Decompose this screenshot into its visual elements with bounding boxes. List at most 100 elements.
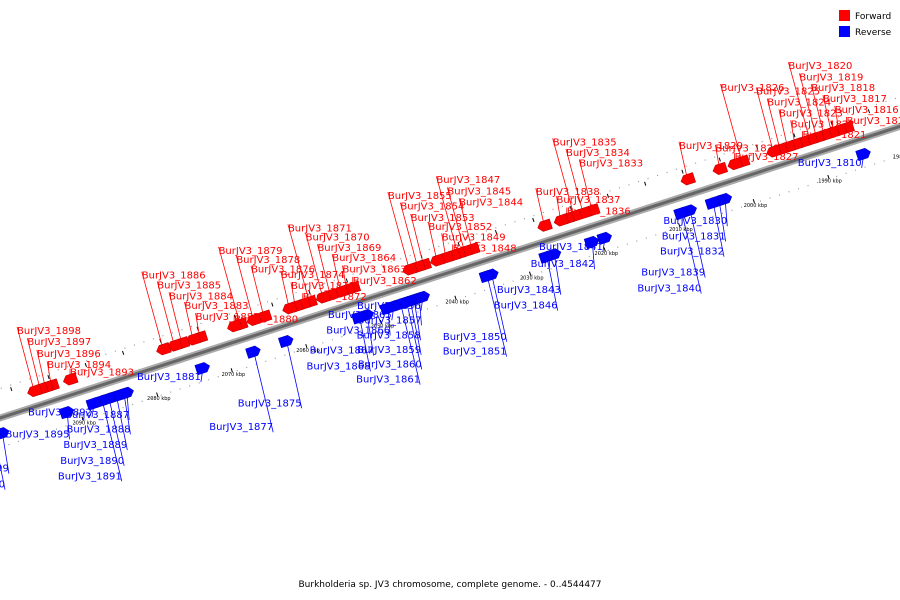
forward-gene-label: BurJV3_1882	[196, 312, 260, 323]
forward-gene-label: BurJV3_1833	[579, 158, 643, 169]
reverse-gene-label: BurJV3_1843	[497, 285, 561, 296]
forward-gene-label: BurJV3_1847	[436, 175, 500, 186]
forward-gene-label: BurJV3_1896	[37, 349, 101, 360]
forward-gene-arrow	[538, 219, 553, 232]
legend-forward-swatch	[839, 10, 850, 21]
forward-gene-label: BurJV3_1819	[799, 72, 863, 83]
forward-gene-label: BurJV3_1886	[142, 271, 206, 282]
reverse-gene-label: BurJV3_1867	[310, 346, 374, 357]
forward-gene-label: BurJV3_1884	[169, 291, 233, 302]
forward-gene-label: BurJV3_1838	[536, 187, 600, 198]
forward-gene-label: BurJV3_1822	[791, 119, 855, 130]
forward-gene-label: BurJV3_1835	[553, 138, 617, 149]
reverse-gene-label: BurJV3_1895	[6, 429, 70, 440]
reverse-gene-label: BurJV3_1890	[60, 456, 124, 467]
reverse-gene-label: BurJV3_1877	[209, 422, 273, 433]
forward-gene-label: BurJV3_1817	[823, 94, 887, 105]
forward-gene-label: BurJV3_1845	[447, 186, 511, 197]
forward-gene-label: BurJV3_1820	[788, 61, 852, 72]
forward-gene-label: BurJV3_1849	[442, 232, 506, 243]
tick-mark-lower	[719, 158, 720, 162]
legend-reverse-label: Reverse	[855, 28, 892, 38]
reverse-gene-label: BurJV3_1842	[531, 259, 595, 270]
reverse-gene-label: BurJV3_1868	[307, 361, 371, 372]
forward-gene-label: BurJV3_1897	[27, 337, 91, 348]
legend-forward-label: Forward	[855, 12, 891, 22]
forward-gene-label: BurJV3_1862	[353, 276, 417, 287]
reverse-gene-label: BurJV3_1850	[443, 332, 507, 343]
reverse-leader-line	[254, 352, 273, 433]
reverse-gene-label: BurJV3_1840	[637, 284, 701, 295]
forward-gene-label: BurJV3_1836	[567, 207, 631, 218]
forward-gene-label: BurJV3_1883	[185, 301, 249, 312]
forward-gene-label: BurJV3_1848	[453, 244, 517, 255]
reverse-gene-label: BurJV3_1830	[663, 216, 727, 227]
reverse-gene-label: BurJV3_1899	[0, 464, 9, 475]
reverse-gene-label: BurJV3_1881	[137, 372, 201, 383]
forward-gene-label: BurJV3_1824	[767, 97, 831, 108]
forward-gene-arrow	[681, 173, 696, 186]
reverse-gene-label: BurJV3_1889	[63, 440, 127, 451]
forward-gene-label: BurJV3_1855	[388, 191, 452, 202]
reverse-gene-label: BurJV3_1839	[641, 268, 705, 279]
reverse-gene-label: BurJV3_1891	[58, 471, 122, 482]
forward-gene-label: BurJV3_1873	[291, 281, 355, 292]
reverse-gene-label: BurJV3_1861	[356, 375, 420, 386]
reverse-gene-arrow	[479, 270, 494, 283]
reverse-gene-label: BurJV3_1846	[494, 301, 558, 312]
scale-label: 2070 kbp	[222, 372, 246, 378]
forward-gene-label: BurJV3_1818	[811, 83, 875, 94]
forward-gene-label: BurJV3_1869	[317, 243, 381, 254]
forward-gene-label: BurJV3_1844	[459, 197, 523, 208]
tick-mark-lower	[11, 387, 12, 391]
reverse-gene-label: BurJV3_1865	[328, 310, 392, 321]
reverse-gene-label: BurJV3_1851	[443, 347, 507, 358]
tick-mark-lower	[123, 351, 124, 355]
legend: Forward Reverse	[839, 10, 892, 38]
forward-gene-arrow	[283, 302, 298, 315]
forward-gene-label: BurJV3_1864	[332, 253, 396, 264]
tick-mark-lower	[272, 303, 273, 307]
forward-gene-label: BurJV3_1885	[157, 280, 221, 291]
tick-mark-lower	[682, 170, 683, 174]
reverse-gene-label: BurJV3_1888	[67, 424, 131, 435]
scale-label: 1980 kbp	[893, 154, 900, 160]
tick-mark-lower	[533, 218, 534, 222]
reverse-gene-label: BurJV3_1810	[798, 158, 862, 169]
legend-reverse-swatch	[839, 26, 850, 37]
reverse-gene-arrow	[705, 197, 720, 210]
gene-labels: BurJV3_1815BurJV3_1816BurJV3_1817BurJV3_…	[0, 61, 900, 491]
forward-gene-label: BurJV3_1823	[779, 108, 843, 119]
reverse-gene-label: BurJV3_1841	[539, 242, 603, 253]
forward-gene-label: BurJV3_1821	[803, 130, 867, 141]
forward-gene-label: BurJV3_1876	[251, 265, 315, 276]
forward-gene-label: BurJV3_1853	[411, 213, 475, 224]
forward-gene-label: BurJV3_1879	[219, 246, 283, 257]
reverse-gene-label: BurJV3_1892	[28, 407, 92, 418]
forward-gene-arrow	[713, 162, 728, 175]
reverse-gene-label: BurJV3_1831	[662, 231, 726, 242]
forward-gene-arrow	[28, 384, 43, 397]
tick-mark-lower	[48, 375, 49, 379]
reverse-gene-label: BurJV3_1875	[238, 398, 302, 409]
scale-label: 1990 kbp	[818, 179, 842, 185]
gene-arrows	[0, 121, 871, 443]
tick-mark-lower	[645, 182, 646, 186]
forward-gene-label: BurJV3_1816	[835, 105, 899, 116]
genome-caption: Burkholderia sp. JV3 chromosome, complet…	[298, 580, 601, 590]
forward-gene-label: BurJV3_1854	[400, 202, 464, 213]
reverse-gene-label: BurJV3_1900	[0, 480, 5, 491]
reverse-gene-arrow	[246, 346, 261, 359]
scale-label: 2080 kbp	[147, 396, 171, 402]
scale-label: 2030 kbp	[520, 275, 544, 281]
reverse-gene-label: BurJV3_1832	[660, 247, 724, 258]
forward-gene-label: BurJV3_1826	[721, 83, 785, 94]
forward-gene-label: BurJV3_1871	[288, 223, 352, 234]
reverse-gene-label: BurJV3_1866	[326, 325, 390, 336]
forward-gene-arrow	[157, 342, 172, 355]
forward-gene-label: BurJV3_1834	[566, 148, 630, 159]
scale-label: 2000 kbp	[744, 203, 768, 209]
forward-gene-label: BurJV3_1894	[47, 360, 111, 371]
reverse-gene-arrow	[278, 335, 293, 348]
